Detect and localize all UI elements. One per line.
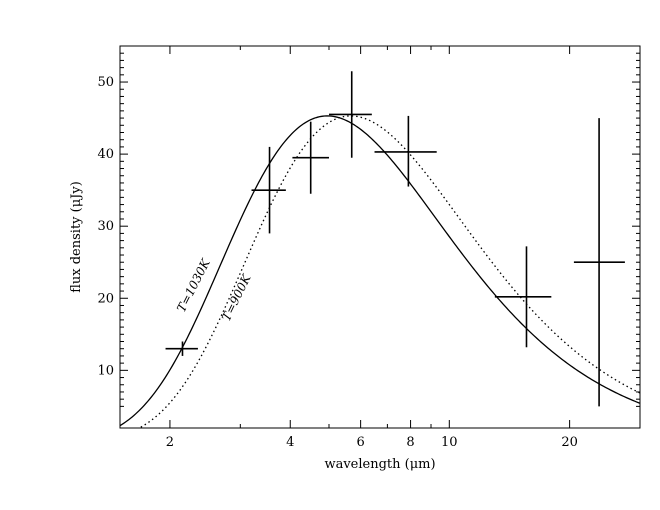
x-tick-label: 20 <box>561 435 578 450</box>
data-point <box>251 146 286 234</box>
y-tick-label: 10 <box>97 363 114 378</box>
data-points <box>165 71 625 407</box>
data-point <box>328 71 372 158</box>
curve-label-900k: T=900K <box>219 271 254 323</box>
curve-label-1030k: T=1030K <box>174 256 213 315</box>
y-tick-label: 20 <box>97 291 114 306</box>
data-point <box>573 118 625 407</box>
y-tick-label: 40 <box>97 147 114 162</box>
y-tick-label: 30 <box>97 219 114 234</box>
x-axis: 2 4 6 8 10 20 <box>166 46 641 450</box>
model-curves <box>119 115 641 428</box>
curve-900k <box>140 115 641 428</box>
y-axis: 10 20 30 40 50 <box>97 45 640 407</box>
x-tick-label: 10 <box>441 435 458 450</box>
data-point <box>494 246 552 348</box>
x-tick-label: 4 <box>286 435 294 450</box>
x-axis-label: wavelength (μm) <box>324 457 435 472</box>
data-point <box>374 115 437 187</box>
curve-1030k <box>119 115 641 427</box>
x-tick-label: 8 <box>406 435 414 450</box>
y-axis-label: flux density (μJy) <box>69 181 84 293</box>
data-point <box>165 341 198 356</box>
data-point <box>292 121 329 194</box>
x-tick-label: 6 <box>356 435 364 450</box>
y-tick-label: 50 <box>97 75 114 90</box>
x-tick-label: 2 <box>166 435 174 450</box>
plot-frame <box>119 45 641 429</box>
